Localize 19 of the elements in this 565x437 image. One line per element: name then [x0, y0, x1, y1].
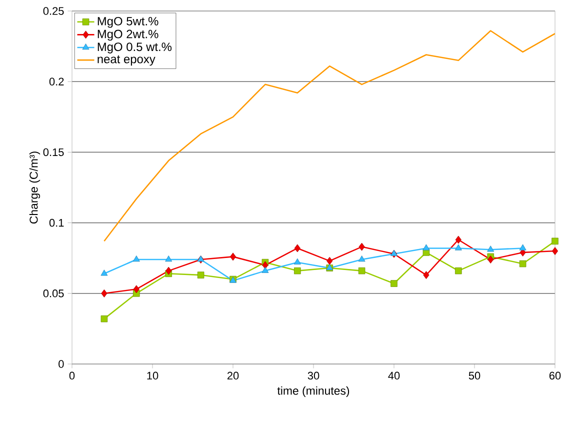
legend-label: MgO 0.5 wt.% [98, 42, 172, 54]
x-tick-label: 0 [69, 372, 75, 380]
y-tick-label: 0.05 [43, 290, 64, 298]
x-tick-label: 50 [468, 372, 480, 380]
x-tick-label: 40 [388, 372, 400, 380]
y-tick-label: 0.15 [43, 148, 64, 156]
legend-label: MgO 2wt.% [98, 30, 158, 41]
y-tick-label: 0 [58, 360, 64, 368]
x-tick-label: 30 [308, 372, 320, 380]
y-tick-label: 0.25 [43, 7, 64, 15]
x-tick-label: 60 [549, 372, 561, 380]
y-tick-label: 0.2 [49, 78, 64, 86]
x-tick-label: 20 [227, 372, 239, 380]
legend-label: neat epoxy [98, 55, 156, 66]
x-tick-label: 10 [147, 372, 158, 380]
x-axis-title: time (minutes) [277, 386, 350, 398]
y-tick-label: 0.1 [49, 218, 64, 227]
y-axis-title: Charge (C/m³) [29, 152, 40, 224]
legend-label: MgO 5wt.% [98, 16, 158, 28]
